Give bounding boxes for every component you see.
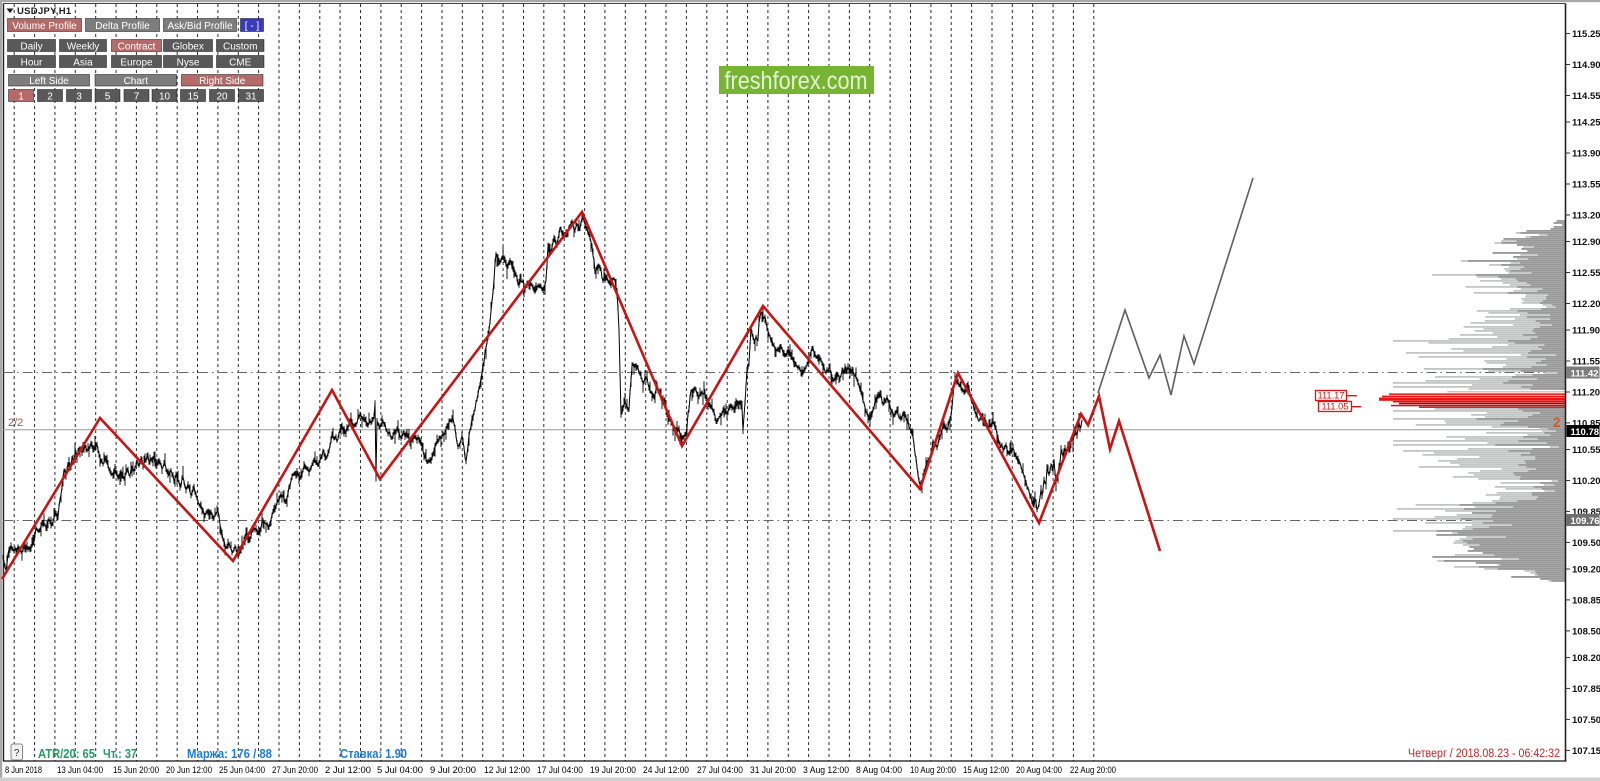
svg-text:113.90: 113.90	[1572, 149, 1600, 160]
svg-text:113.55: 113.55	[1572, 180, 1600, 191]
svg-text:Chart: Chart	[124, 76, 149, 87]
svg-text:109.76: 109.76	[1571, 516, 1600, 527]
svg-text:113.20: 113.20	[1572, 211, 1600, 222]
svg-text:Delta Profile: Delta Profile	[95, 21, 150, 32]
svg-text:107.85: 107.85	[1572, 684, 1600, 695]
svg-text:109.85: 109.85	[1572, 507, 1600, 518]
svg-text:Четверг / 2018.08.23 - 06:42:3: Четверг / 2018.08.23 - 06:42:32	[1408, 748, 1560, 760]
svg-text:Nyse: Nyse	[177, 57, 200, 68]
svg-text:2: 2	[1553, 415, 1561, 430]
svg-text:[ - ]: [ - ]	[245, 21, 260, 32]
svg-text:27 Jun 20:00: 27 Jun 20:00	[272, 765, 318, 776]
svg-text:25 Jun 04:00: 25 Jun 04:00	[219, 765, 265, 776]
svg-text:109.50: 109.50	[1572, 538, 1600, 549]
svg-text:Weekly: Weekly	[67, 41, 100, 52]
svg-text:USDJPY,H1: USDJPY,H1	[17, 6, 72, 17]
svg-text:114.25: 114.25	[1572, 118, 1600, 129]
svg-text:111.05: 111.05	[1321, 402, 1348, 412]
svg-text:Hour: Hour	[21, 57, 43, 68]
svg-text:107.15: 107.15	[1572, 746, 1600, 757]
svg-text:Right Side: Right Side	[199, 76, 246, 87]
svg-text:112.20: 112.20	[1572, 299, 1600, 310]
svg-text:CME: CME	[229, 57, 252, 68]
svg-text:3 Aug 12:00: 3 Aug 12:00	[803, 765, 849, 776]
svg-text:2 Jul 12:00: 2 Jul 12:00	[325, 765, 371, 776]
svg-text:20: 20	[216, 91, 228, 102]
svg-text:111.42: 111.42	[1571, 368, 1599, 379]
svg-text:31 Jul 20:00: 31 Jul 20:00	[750, 765, 796, 776]
svg-text:ATR/20: 65: ATR/20: 65	[38, 747, 95, 761]
svg-text:2/2: 2/2	[8, 417, 23, 429]
svg-text:Ставка: 1.90: Ставка: 1.90	[340, 747, 407, 761]
svg-text:?: ?	[14, 748, 20, 759]
svg-text:109.20: 109.20	[1572, 565, 1600, 576]
svg-text:3: 3	[76, 91, 82, 102]
svg-text:Contract: Contract	[118, 41, 156, 52]
svg-text:12 Jul 12:00: 12 Jul 12:00	[484, 765, 530, 776]
svg-text:110.55: 110.55	[1572, 445, 1600, 456]
svg-text:108.85: 108.85	[1572, 595, 1600, 606]
svg-text:110.85: 110.85	[1572, 418, 1600, 429]
svg-text:20 Jun 12:00: 20 Jun 12:00	[166, 765, 212, 776]
svg-text:7: 7	[134, 91, 140, 102]
svg-text:31: 31	[245, 91, 257, 102]
svg-text:Ask/Bid Profile: Ask/Bid Profile	[167, 21, 232, 32]
svg-text:110.78: 110.78	[1571, 427, 1600, 438]
svg-text:111.17: 111.17	[1317, 391, 1344, 401]
svg-text:15 Aug 12:00: 15 Aug 12:00	[963, 765, 1009, 776]
svg-text:Volume Profile: Volume Profile	[12, 21, 77, 32]
svg-text:9 Jul 20:00: 9 Jul 20:00	[430, 765, 476, 776]
svg-text:27 Jul 04:00: 27 Jul 04:00	[697, 765, 743, 776]
svg-text:Daily: Daily	[20, 41, 42, 52]
svg-text:114.55: 114.55	[1572, 91, 1600, 102]
svg-text:8 Aug 04:00: 8 Aug 04:00	[856, 765, 902, 776]
svg-text:8 Jun 2018: 8 Jun 2018	[5, 765, 42, 776]
svg-text:110.20: 110.20	[1572, 476, 1600, 487]
svg-text:111.55: 111.55	[1572, 357, 1600, 368]
svg-text:5: 5	[105, 91, 111, 102]
svg-text:111.20: 111.20	[1572, 388, 1600, 399]
svg-text:10 Aug 20:00: 10 Aug 20:00	[910, 765, 956, 776]
svg-text:17 Jul 04:00: 17 Jul 04:00	[537, 765, 583, 776]
svg-text:Left Side: Left Side	[29, 76, 69, 87]
svg-text:115.25: 115.25	[1572, 29, 1600, 40]
svg-text:107.50: 107.50	[1572, 715, 1600, 726]
svg-text:13 Jun 04:00: 13 Jun 04:00	[57, 765, 103, 776]
svg-text:2: 2	[47, 91, 53, 102]
svg-text:15: 15	[187, 91, 199, 102]
svg-text:Europe: Europe	[120, 57, 153, 68]
svg-text:Globex: Globex	[172, 41, 204, 52]
svg-text:10: 10	[159, 91, 171, 102]
svg-text:Custom: Custom	[223, 41, 257, 52]
svg-text:5 Jul 04:00: 5 Jul 04:00	[377, 765, 423, 776]
svg-text:Маржа: 176 / 88: Маржа: 176 / 88	[187, 747, 272, 761]
svg-text:111.90: 111.90	[1572, 326, 1600, 337]
svg-text:24 Jul 12:00: 24 Jul 12:00	[643, 765, 689, 776]
svg-text:Asia: Asia	[73, 57, 93, 68]
svg-text:freshforex.com: freshforex.com	[725, 67, 868, 95]
svg-text:Чт.: 37: Чт.: 37	[103, 747, 137, 761]
svg-text:114.90: 114.90	[1572, 60, 1600, 71]
svg-text:112.90: 112.90	[1572, 237, 1600, 248]
svg-text:15 Jun 20:00: 15 Jun 20:00	[113, 765, 159, 776]
svg-text:19 Jul 20:00: 19 Jul 20:00	[590, 765, 636, 776]
svg-text:1: 1	[18, 91, 24, 102]
svg-text:108.20: 108.20	[1572, 653, 1600, 664]
svg-text:22 Aug 20:00: 22 Aug 20:00	[1070, 765, 1116, 776]
svg-text:108.50: 108.50	[1572, 626, 1600, 637]
svg-text:112.55: 112.55	[1572, 268, 1600, 279]
svg-text:20 Aug 04:00: 20 Aug 04:00	[1016, 765, 1062, 776]
